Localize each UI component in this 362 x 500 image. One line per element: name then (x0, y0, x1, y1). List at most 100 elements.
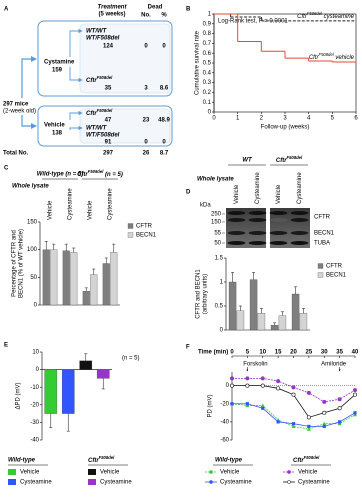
blot-marker: 250 (211, 212, 222, 218)
y-tick-label: 1.5 (215, 256, 224, 262)
y-tick-label: -30 (30, 420, 39, 426)
dead-count: 0 (144, 44, 148, 50)
legend-key (287, 480, 291, 484)
legend-label: Cysteamine (100, 480, 132, 486)
point (306, 390, 311, 395)
legend-swatch (8, 469, 16, 475)
bar (102, 263, 110, 306)
dead-percent: 0 (162, 44, 166, 50)
category-label: Vehicle (88, 200, 94, 220)
legend-key (287, 470, 291, 474)
group-label: WT (242, 158, 253, 164)
category-label: Cysteamine (255, 172, 261, 204)
genotype: WT/F508del (86, 36, 120, 42)
bar (82, 291, 90, 306)
y-axis-label: (arbitrary units) (203, 274, 209, 314)
y-tick-label: 0 (34, 303, 38, 309)
blot-band (248, 211, 267, 215)
point (353, 412, 357, 417)
bar (257, 313, 266, 331)
panel-label: D (186, 190, 191, 196)
text-part: F508del (88, 169, 104, 174)
y-tick-label: 0 (208, 110, 212, 116)
text-part: Cftr (297, 13, 308, 19)
point (230, 376, 235, 381)
text-part: Cftr (86, 78, 97, 84)
bar (249, 279, 258, 331)
blot-band (269, 231, 288, 235)
x-tick-label: 4 (307, 116, 311, 122)
bar (236, 310, 245, 331)
panel-label: B (186, 7, 191, 13)
blot-unit: kDa (200, 203, 211, 209)
header: No. (141, 13, 151, 19)
dead-percent: 8.6 (160, 86, 169, 92)
genotype: CftrF508del (86, 108, 113, 117)
arm-count: 138 (52, 131, 63, 137)
legend-label: Cysteamine (220, 480, 252, 486)
point (245, 402, 249, 406)
text-part: F508del (287, 155, 303, 160)
point (260, 383, 265, 388)
legend-group: Wild-type (215, 458, 243, 464)
y-tick-label: -40 (220, 419, 229, 425)
bar (96, 369, 110, 379)
y-tick-label: 0.5 (203, 61, 212, 67)
blot-band (290, 241, 309, 245)
dead-percent: 0 (162, 140, 166, 146)
y-tick-label: 1 (220, 280, 224, 286)
bar (50, 249, 58, 306)
point (245, 383, 250, 388)
genotype: CftrF508del (86, 75, 113, 84)
y-tick-label: 0.3 (203, 80, 212, 86)
x-tick-label: 0 (212, 116, 216, 122)
arrow (69, 67, 83, 83)
bar (62, 250, 70, 306)
blot-band (227, 218, 246, 222)
blot-band (248, 231, 267, 235)
y-tick-label: 0 (226, 383, 230, 389)
y-tick-label: 0.9 (203, 21, 212, 27)
text-part: vehicle (334, 55, 355, 61)
blot-band (227, 241, 246, 245)
y-tick-label: -10 (30, 385, 39, 391)
group-label: CftrF508del (276, 155, 303, 164)
bar (110, 252, 118, 306)
point (291, 424, 296, 428)
x-tick-label: 5 (246, 350, 250, 356)
legend-label: CFTR (136, 224, 153, 230)
point (306, 427, 311, 431)
text-part: F508del (307, 10, 323, 15)
text-part: Cftr (77, 172, 88, 178)
y-tick-label: -40 (30, 438, 39, 444)
point (352, 392, 357, 397)
legend-swatch (8, 479, 16, 485)
arm-count: 159 (52, 68, 63, 74)
dead-count: 0 (144, 140, 148, 146)
annotation: Amiloride (321, 362, 347, 368)
legend-group: CftrF508del (88, 455, 115, 464)
text-part: Cftr (309, 55, 320, 61)
point (261, 406, 265, 410)
arrow (21, 56, 37, 98)
cohort-start: (2-week old) (3, 109, 36, 115)
category-label: Vehicle (276, 184, 282, 204)
y-tick-label: 100 (27, 247, 38, 253)
header: (5 weeks) (98, 12, 125, 18)
y-tick-label: 0.4 (203, 70, 212, 76)
point (352, 388, 357, 393)
y-tick-label: 1 (208, 12, 212, 18)
y-tick-label: 10 (32, 350, 39, 356)
bar (228, 281, 237, 331)
legend-swatch (317, 263, 324, 269)
text-part: Cftr (276, 158, 287, 164)
header: Treatment (98, 5, 128, 11)
y-tick-label: 0.1 (203, 100, 212, 106)
group-box (79, 23, 171, 94)
y-tick-label: -60 (220, 438, 229, 444)
y-tick-label: 0 (36, 367, 40, 373)
arrow (21, 115, 37, 129)
blot-band (227, 231, 246, 235)
